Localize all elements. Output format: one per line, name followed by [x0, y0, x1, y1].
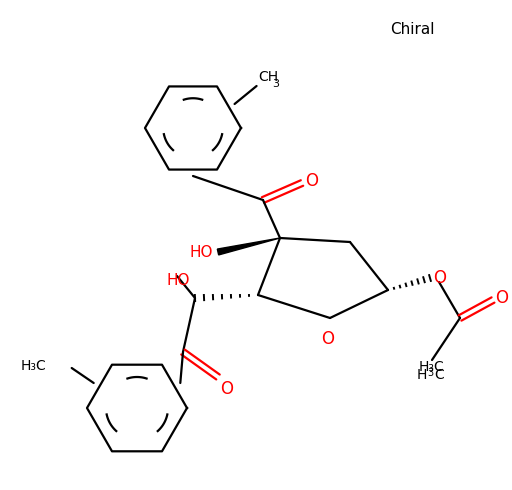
Text: O: O	[220, 380, 233, 398]
Text: Chiral: Chiral	[390, 22, 435, 37]
Text: CH: CH	[259, 70, 279, 84]
Text: C: C	[434, 368, 444, 382]
Text: H: H	[417, 368, 427, 382]
Text: 3: 3	[427, 368, 433, 378]
Text: O: O	[433, 269, 446, 287]
Polygon shape	[217, 238, 280, 255]
Text: O: O	[495, 289, 508, 307]
Text: HO: HO	[166, 272, 190, 288]
Text: 3: 3	[272, 79, 280, 89]
Text: HO: HO	[189, 245, 213, 260]
Text: H₃C: H₃C	[21, 359, 47, 373]
Text: O: O	[322, 330, 334, 348]
Text: H₃C: H₃C	[419, 360, 445, 374]
Text: O: O	[305, 172, 318, 190]
